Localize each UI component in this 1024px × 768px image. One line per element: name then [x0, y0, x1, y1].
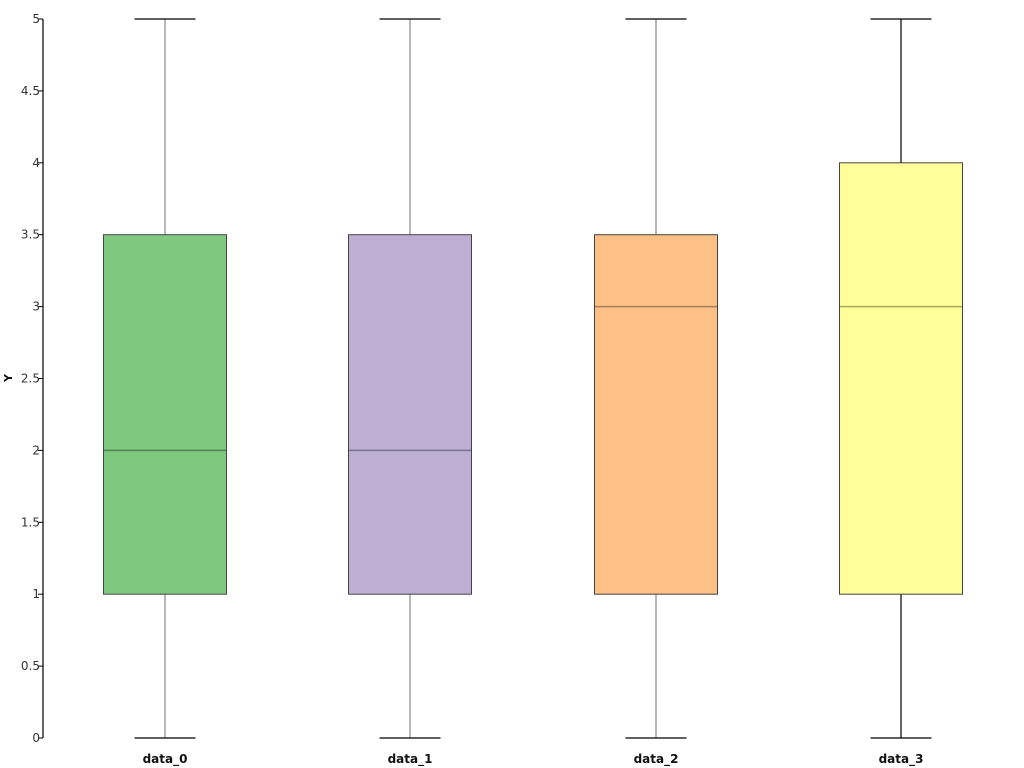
iqr-box [348, 234, 472, 595]
x-tick-label-data_2: data_2 [634, 752, 679, 767]
y-tick-label: 1.5 [21, 515, 40, 529]
y-tick-label: 5 [32, 12, 40, 26]
iqr-box [839, 162, 963, 595]
x-tick-label-data_0: data_0 [143, 752, 188, 767]
y-tick-label: 2 [32, 443, 40, 457]
iqr-box [103, 234, 227, 595]
y-tick-label: 4.5 [21, 84, 40, 98]
box-data_2 [594, 18, 718, 739]
y-tick-label: 3 [32, 300, 40, 314]
y-axis: 0 0.5 1 1.5 2 2.5 3 3.5 4 4.5 5 [21, 12, 44, 745]
y-tick-label: 4 [32, 156, 40, 170]
y-tick-label: 2.5 [21, 372, 40, 386]
box-data_0 [103, 18, 227, 739]
iqr-box [594, 234, 718, 595]
y-tick-label: 3.5 [21, 228, 40, 242]
boxes [103, 18, 963, 739]
y-axis-title: Y [2, 373, 15, 383]
x-axis-labels: data_0 data_1 data_2 data_3 [143, 752, 924, 767]
box-data_1 [348, 18, 472, 739]
x-tick-label-data_1: data_1 [388, 752, 433, 767]
y-tick-label: 0.5 [21, 659, 40, 673]
x-tick-label-data_3: data_3 [879, 752, 924, 767]
y-tick-label: 1 [32, 587, 40, 601]
box-data_3 [839, 18, 963, 739]
y-tick-label: 0 [32, 731, 40, 745]
